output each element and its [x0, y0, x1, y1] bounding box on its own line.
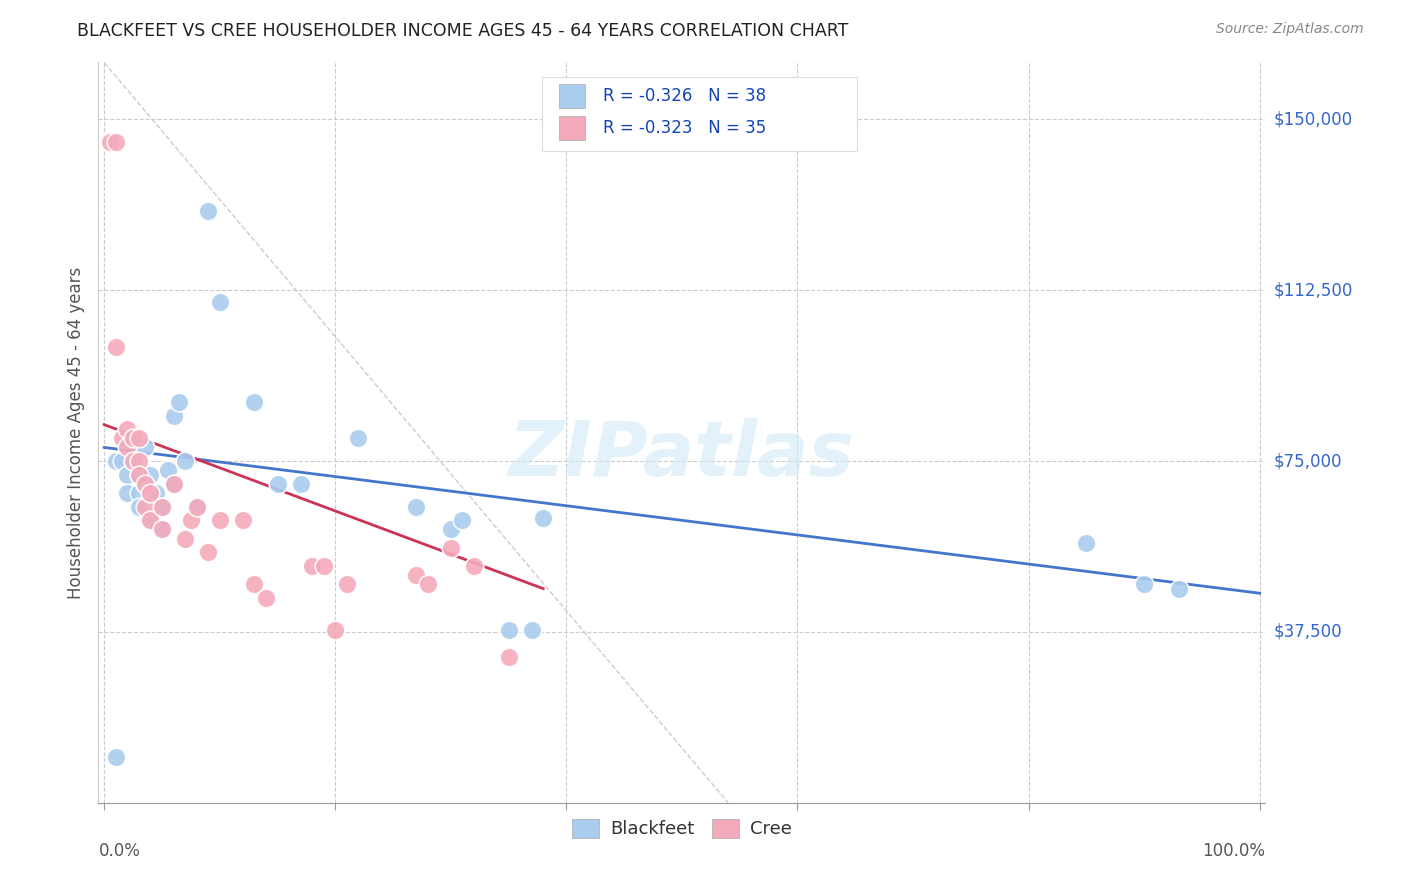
Point	[162, 476, 184, 491]
Point	[110, 454, 132, 468]
Point	[451, 513, 474, 527]
Point	[197, 203, 219, 218]
Point	[254, 591, 277, 605]
Text: $37,500: $37,500	[1274, 623, 1343, 641]
Point	[156, 463, 179, 477]
Point	[174, 454, 197, 468]
Point	[498, 623, 520, 637]
Point	[266, 476, 288, 491]
Point	[174, 532, 197, 546]
Point	[128, 454, 150, 468]
FancyBboxPatch shape	[560, 84, 585, 108]
Point	[208, 513, 231, 527]
Point	[104, 750, 127, 764]
Point	[347, 431, 370, 445]
Point	[169, 395, 191, 409]
Point	[405, 500, 427, 514]
Point	[145, 486, 167, 500]
Point	[440, 523, 463, 537]
Point	[128, 431, 150, 445]
Point	[128, 486, 150, 500]
Point	[150, 523, 173, 537]
Point	[104, 454, 127, 468]
Point	[405, 568, 427, 582]
Point	[139, 467, 162, 482]
Point	[243, 395, 266, 409]
Y-axis label: Householder Income Ages 45 - 64 years: Householder Income Ages 45 - 64 years	[67, 267, 86, 599]
Point	[162, 476, 184, 491]
Point	[134, 476, 156, 491]
Point	[301, 558, 323, 573]
Point	[122, 431, 145, 445]
Point	[139, 513, 162, 527]
Point	[498, 650, 520, 665]
Point	[122, 454, 145, 468]
Point	[440, 541, 463, 555]
Point	[1167, 582, 1189, 596]
Text: $75,000: $75,000	[1274, 452, 1343, 470]
Point	[122, 431, 145, 445]
Text: $150,000: $150,000	[1274, 111, 1353, 128]
Point	[463, 558, 485, 573]
Point	[117, 467, 139, 482]
Point	[336, 577, 359, 591]
Point	[520, 623, 543, 637]
Point	[186, 500, 208, 514]
FancyBboxPatch shape	[541, 78, 858, 152]
Point	[186, 500, 208, 514]
Text: ZIPatlas: ZIPatlas	[509, 417, 855, 491]
Point	[150, 523, 173, 537]
Point	[117, 486, 139, 500]
Text: Source: ZipAtlas.com: Source: ZipAtlas.com	[1216, 22, 1364, 37]
Point	[150, 500, 173, 514]
Point	[232, 513, 254, 527]
Point	[122, 454, 145, 468]
Point	[98, 135, 121, 149]
Point	[197, 545, 219, 559]
Point	[104, 340, 127, 354]
Point	[1133, 577, 1156, 591]
Point	[134, 476, 156, 491]
Point	[110, 431, 132, 445]
Text: 0.0%: 0.0%	[98, 842, 141, 860]
Point	[1076, 536, 1098, 550]
FancyBboxPatch shape	[560, 116, 585, 140]
Text: R = -0.323   N = 35: R = -0.323 N = 35	[603, 119, 766, 137]
Point	[312, 558, 335, 573]
Point	[243, 577, 266, 591]
Text: $112,500: $112,500	[1274, 281, 1353, 299]
Point	[150, 500, 173, 514]
Text: 100.0%: 100.0%	[1202, 842, 1265, 860]
Legend: Blackfeet, Cree: Blackfeet, Cree	[565, 812, 799, 846]
Point	[290, 476, 312, 491]
Point	[128, 467, 150, 482]
Point	[139, 486, 162, 500]
Point	[117, 441, 139, 455]
Text: BLACKFEET VS CREE HOUSEHOLDER INCOME AGES 45 - 64 YEARS CORRELATION CHART: BLACKFEET VS CREE HOUSEHOLDER INCOME AGE…	[77, 22, 849, 40]
Point	[104, 135, 127, 149]
Point	[416, 577, 439, 591]
Point	[531, 511, 554, 525]
Point	[323, 623, 346, 637]
Point	[162, 409, 184, 423]
Point	[134, 441, 156, 455]
Point	[139, 513, 162, 527]
Point	[208, 294, 231, 309]
Point	[128, 500, 150, 514]
Point	[134, 500, 156, 514]
Text: R = -0.326   N = 38: R = -0.326 N = 38	[603, 87, 766, 105]
Point	[180, 513, 202, 527]
Point	[117, 422, 139, 436]
Point	[128, 467, 150, 482]
